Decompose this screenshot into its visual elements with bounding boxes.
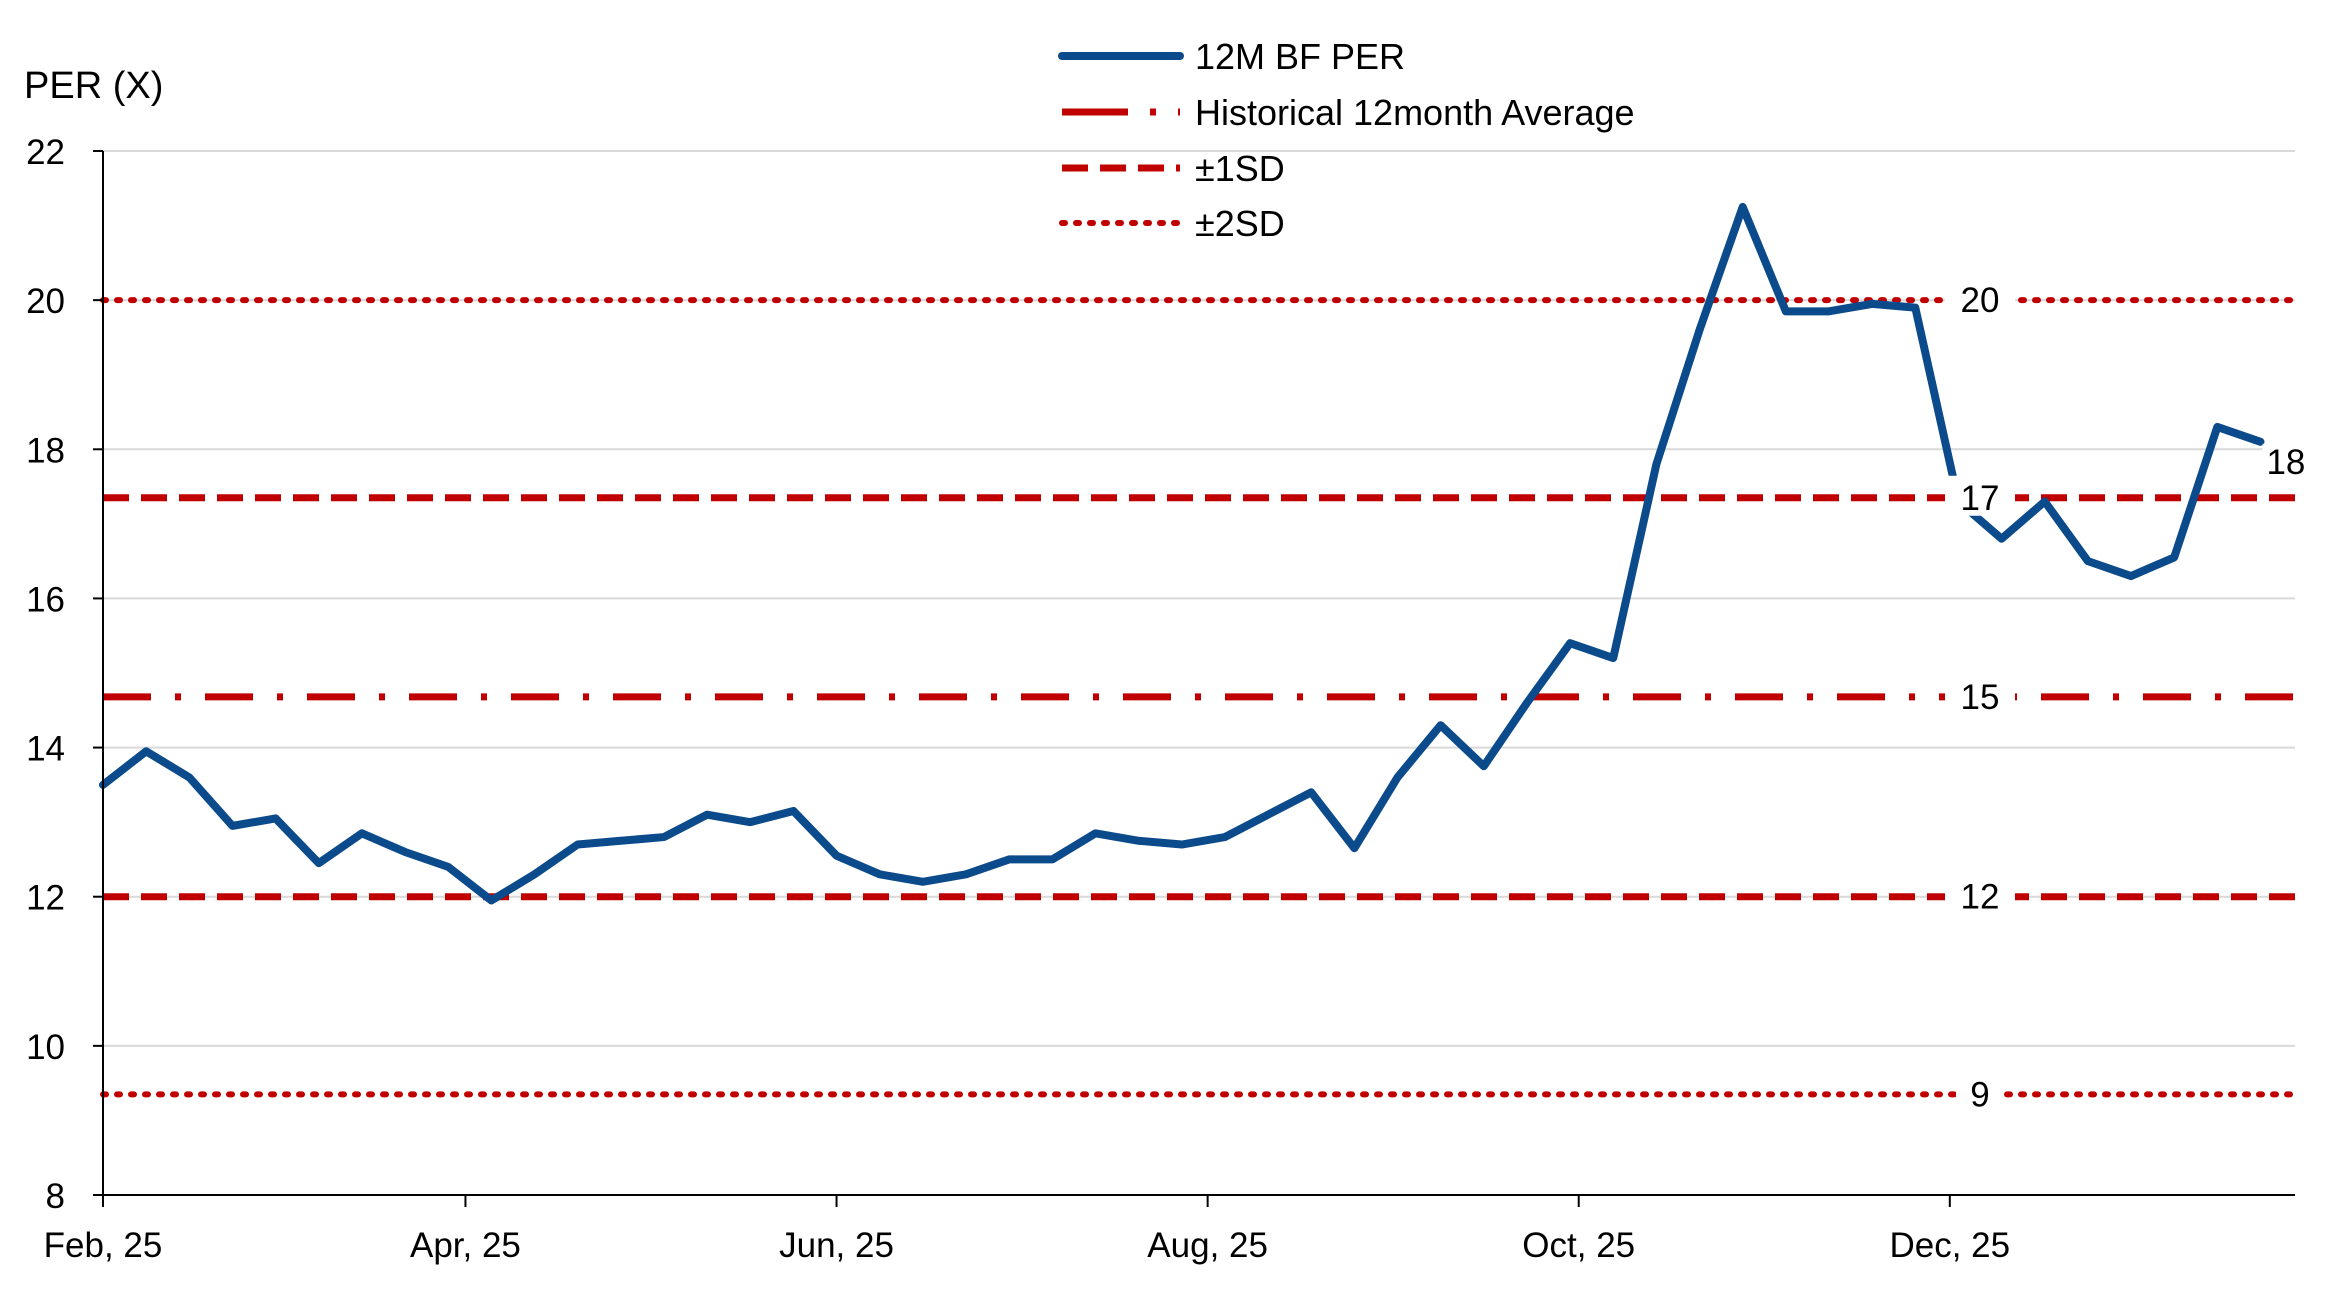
ref-label-bg-1	[1945, 475, 2016, 516]
data-point	[660, 834, 667, 841]
x-tick-label-5: Dec, 25	[1889, 1226, 2010, 1265]
y-tick-label-22: 22	[26, 133, 65, 172]
legend-label-3: ±2SD	[1195, 203, 1285, 244]
data-point	[1006, 856, 1013, 863]
series-line-0	[99, 202, 2265, 905]
ref-label-1: 17	[1961, 479, 2000, 518]
data-point	[574, 841, 581, 848]
x-tick-label-4: Oct, 25	[1522, 1226, 1635, 1265]
data-point	[272, 815, 279, 822]
data-point	[143, 748, 150, 755]
data-point	[2214, 423, 2221, 430]
data-point	[1049, 856, 1056, 863]
data-point	[1265, 811, 1272, 818]
data-point	[488, 897, 495, 904]
data-point	[2041, 498, 2048, 505]
data-point	[1351, 845, 1358, 852]
ref-label-3: 20	[1961, 281, 2000, 320]
data-point	[358, 830, 365, 837]
end-label: 18	[2266, 443, 2305, 482]
data-point	[617, 837, 624, 844]
data-point	[1178, 841, 1185, 848]
ref-label-bg-0	[1945, 674, 2016, 715]
y-tick-label-8: 8	[46, 1177, 65, 1216]
y-tick-label-18: 18	[26, 431, 65, 470]
x-tick-label-3: Aug, 25	[1147, 1226, 1268, 1265]
legend: 12M BF PER Historical 12month Average ±1SD…	[1058, 36, 1635, 244]
data-point	[1782, 308, 1789, 315]
data-point	[2128, 573, 2135, 580]
data-point	[1739, 203, 1746, 210]
data-point	[790, 807, 797, 814]
reference-line-labels: 15 17 12 20 9 18	[1945, 278, 2313, 1114]
reference-lines	[100, 297, 2298, 1098]
data-point	[833, 852, 840, 859]
data-point	[531, 871, 538, 878]
data-point	[1567, 640, 1574, 647]
data-point	[704, 811, 711, 818]
data-point	[1869, 300, 1876, 307]
x-ticks: Feb, 25 Apr, 25 Jun, 25 Aug, 25 Oct, 25 Dec, …	[44, 1195, 2010, 1265]
y-tick-label-20: 20	[26, 282, 65, 321]
ref-label-2: 12	[1961, 878, 2000, 917]
data-point	[2171, 554, 2178, 561]
ref-label-bg-3	[1945, 278, 2016, 319]
data-point	[1653, 461, 1660, 468]
ref-label-4: 9	[1970, 1075, 1989, 1114]
end-label-bg	[2262, 443, 2313, 484]
data-point	[1825, 308, 1832, 315]
data-point	[2257, 438, 2264, 445]
ref-label-bg-4	[1956, 1072, 2005, 1113]
data-point	[919, 878, 926, 885]
x-tick-label-1: Apr, 25	[410, 1226, 521, 1265]
data-point	[1480, 763, 1487, 770]
data-point	[962, 871, 969, 878]
ref-label-0: 15	[1961, 678, 2000, 717]
data-point	[1437, 722, 1444, 729]
y-tick-label-10: 10	[26, 1028, 65, 1067]
x-tick-label-2: Jun, 25	[779, 1226, 894, 1265]
data-point	[876, 871, 883, 878]
y-axis-title: PER (X)	[24, 65, 163, 107]
data-point	[1221, 834, 1228, 841]
data-point	[747, 819, 754, 826]
y-ticks: 8 10 12 14 16 18 20 22	[26, 133, 103, 1216]
axes	[102, 151, 2295, 1196]
y-tick-label-16: 16	[26, 580, 65, 619]
data-point	[229, 822, 236, 829]
data-point	[1135, 837, 1142, 844]
legend-label-1: Historical 12month Average	[1195, 92, 1635, 133]
data-point	[1523, 699, 1530, 706]
y-tick-label-12: 12	[26, 879, 65, 918]
data-point	[1912, 304, 1919, 311]
x-tick-label-0: Feb, 25	[44, 1226, 163, 1265]
ref-label-bg-2	[1945, 874, 2016, 915]
data-point	[1308, 789, 1315, 796]
data-point	[1092, 830, 1099, 837]
y-tick-label-14: 14	[26, 730, 65, 769]
data-point	[1610, 655, 1617, 662]
data-point	[2084, 558, 2091, 565]
data-point	[315, 860, 322, 867]
data-point	[1394, 774, 1401, 781]
data-point	[445, 863, 452, 870]
data-point	[1998, 535, 2005, 542]
data-point	[402, 848, 409, 855]
data-point	[186, 774, 193, 781]
legend-label-2: ±1SD	[1195, 148, 1285, 189]
legend-label-0: 12M BF PER	[1195, 36, 1405, 77]
data-point	[1696, 326, 1703, 333]
series-layer	[99, 202, 2265, 905]
